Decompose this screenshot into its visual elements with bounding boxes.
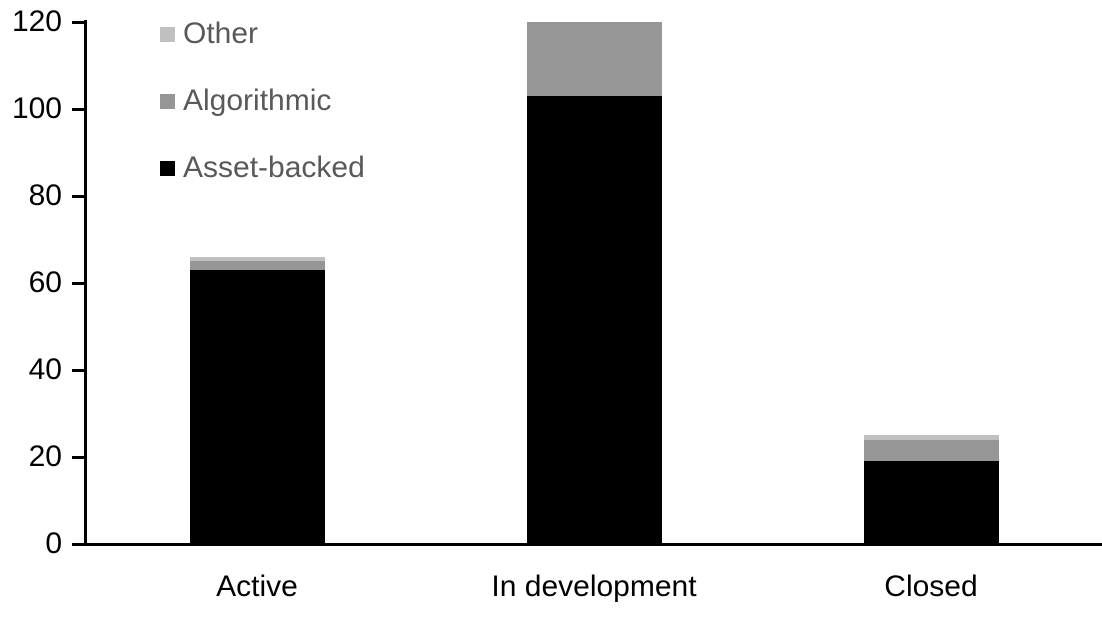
bar-segment-other [863,435,999,440]
y-tick-label: 60 [28,266,62,299]
bar-segment-algorithmic [863,439,999,462]
y-tick-mark [72,21,84,24]
y-tick-label: 0 [45,527,62,560]
y-tick-mark [72,282,84,285]
legend-swatch-icon [160,161,175,176]
y-tick-mark [72,543,84,546]
category-label-active: Active [216,570,298,603]
legend-swatch-icon [160,27,175,42]
y-tick-label: 40 [28,353,62,386]
y-tick-label: 80 [28,179,62,212]
y-tick-label: 20 [28,440,62,473]
bar-segment-asset-backed [189,269,325,544]
bar-segment-other [189,256,325,262]
x-axis-line [84,543,1102,546]
legend-label: Algorithmic [183,84,332,117]
category-label-in-development: In development [491,570,697,603]
y-tick-mark [72,456,84,459]
y-axis-line [84,20,87,546]
bar-segment-asset-backed [526,95,662,544]
category-label-closed: Closed [884,570,978,603]
legend-swatch-icon [160,94,175,109]
y-tick-label: 100 [11,92,62,125]
bar-segment-asset-backed [863,461,999,544]
legend-label: Other [183,17,259,50]
y-tick-label: 120 [11,5,62,38]
y-tick-mark [72,369,84,372]
y-tick-mark [72,195,84,198]
bar-segment-algorithmic [526,22,662,96]
y-tick-mark [72,108,84,111]
legend-label: Asset-backed [183,151,365,184]
bar-segment-algorithmic [189,261,325,270]
